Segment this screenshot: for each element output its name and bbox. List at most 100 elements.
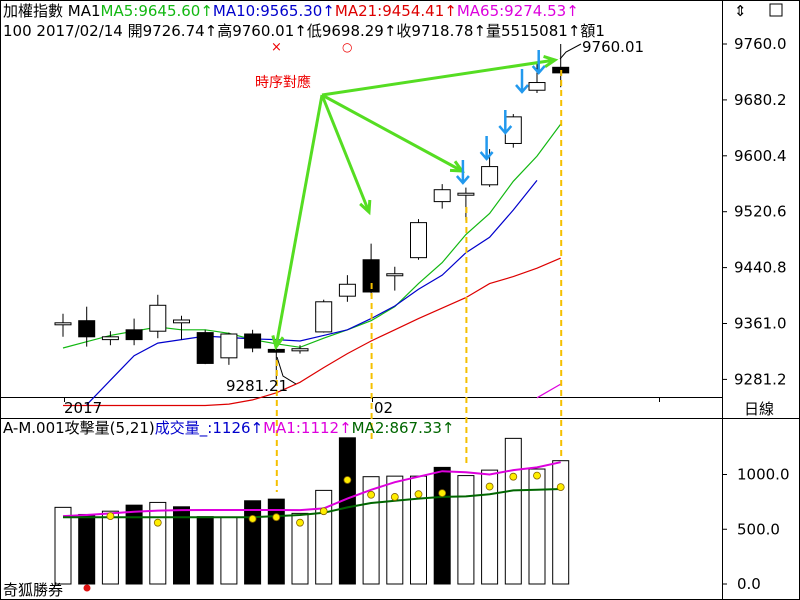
price-tick-label: 9680.2 xyxy=(734,91,787,109)
price-tick-label: 9361.0 xyxy=(734,315,787,333)
volume-dot xyxy=(153,518,162,527)
arrow-head xyxy=(543,55,559,69)
blue-arrow-head xyxy=(455,175,470,185)
volume-bar xyxy=(196,516,214,585)
price-tick-label: 9520.6 xyxy=(734,203,787,221)
candle xyxy=(528,63,546,94)
volume-bar xyxy=(291,512,309,585)
candle-body xyxy=(78,320,96,338)
cross-marker: × xyxy=(271,40,282,55)
candle-body xyxy=(386,273,404,277)
candle xyxy=(220,332,238,365)
candle xyxy=(315,299,333,333)
volume-dot xyxy=(509,472,518,481)
volume-dot xyxy=(248,514,257,523)
high-price-leader xyxy=(559,43,582,60)
header-segment: MA1:1112↑ xyxy=(263,419,352,437)
annotation-label: 時序對應 xyxy=(255,74,311,91)
volume-bar xyxy=(433,466,451,585)
header-segment: A-M.001攻擊量(5,21) xyxy=(3,419,155,437)
volume-dot xyxy=(272,513,281,522)
price-panel-header: 加權指數 MA1MA5:9645.60↑MA10:9565.30↑MA21:94… xyxy=(3,2,579,20)
candle-body xyxy=(291,348,309,352)
candle xyxy=(149,294,167,339)
volume-bar xyxy=(244,500,262,585)
header-segment: MA21:9454.41↑ xyxy=(335,2,457,20)
blue-arrow xyxy=(531,50,546,75)
candle-body xyxy=(173,319,190,324)
volume-bar xyxy=(220,516,238,585)
candle xyxy=(173,315,190,340)
candle-body xyxy=(267,348,285,353)
price-tick-label: 9281.2 xyxy=(734,370,787,388)
candle-body xyxy=(315,301,333,333)
time-alignment-guides xyxy=(275,70,563,492)
volume-bar xyxy=(149,501,167,585)
candle-body xyxy=(362,259,380,293)
annotation-arrows xyxy=(271,50,559,351)
candle xyxy=(54,313,72,337)
blue-arrow xyxy=(515,69,529,94)
price-tick-label: 9600.4 xyxy=(734,147,787,165)
blue-arrow xyxy=(498,110,513,135)
header-segment: MA2:867.33↑ xyxy=(352,419,455,437)
volume-bar xyxy=(267,498,285,585)
candle-body xyxy=(244,333,262,349)
x-axis-ticks xyxy=(64,398,660,402)
price-tick-label: 9760.0 xyxy=(734,35,787,53)
arrow-shaft xyxy=(321,93,463,173)
candle-body xyxy=(410,222,427,259)
green-arrow xyxy=(321,55,559,97)
volume-bar xyxy=(315,489,333,585)
volume-bar xyxy=(54,506,72,585)
ma-line-ma10 xyxy=(86,180,538,406)
candle-body xyxy=(528,82,546,91)
volume-bar xyxy=(101,510,119,585)
green-arrow xyxy=(321,93,466,173)
candle xyxy=(101,331,119,346)
candle xyxy=(433,184,451,209)
volume-dot xyxy=(367,490,376,499)
volume-tick-label: 500.0 xyxy=(737,520,780,538)
volume-bar xyxy=(481,469,499,585)
x-label-month: 02 xyxy=(374,399,393,417)
header-segment: 成交量_:1126↑ xyxy=(155,419,263,438)
volume-dot xyxy=(106,512,115,521)
candle xyxy=(410,219,427,260)
candle-body xyxy=(101,336,119,341)
price-moving-averages xyxy=(62,123,562,407)
candle-body xyxy=(457,192,475,196)
timeframe-label[interactable]: 日線 xyxy=(744,400,774,418)
panel-close-icon[interactable] xyxy=(769,3,783,17)
blue-arrow xyxy=(455,160,470,185)
x-label-year: 2017 xyxy=(64,399,102,417)
candle xyxy=(338,275,356,302)
candle-body xyxy=(149,304,167,332)
volume-ma-ma2 xyxy=(63,488,561,519)
volume-dot xyxy=(390,493,399,501)
ma-line-ma5 xyxy=(62,123,562,349)
candle-body xyxy=(481,166,499,186)
blue-arrow xyxy=(479,136,494,161)
price-tick-label: 9440.8 xyxy=(734,259,787,277)
blue-arrow-head xyxy=(479,151,494,161)
blue-arrow-head xyxy=(515,84,529,94)
volume-tick-label: 0.0 xyxy=(737,575,761,593)
ma-line-ma21 xyxy=(63,257,561,407)
ma-line-ma65 xyxy=(536,383,562,399)
candle-body xyxy=(125,329,143,341)
green-arrow xyxy=(271,94,324,351)
volume-tick-label: 1000.0 xyxy=(737,466,790,484)
panel-settings-icon[interactable]: ⇕ xyxy=(734,2,747,20)
volume-dot xyxy=(533,471,541,480)
header-segment: MA10:9565.30↑ xyxy=(213,2,335,20)
status-dot xyxy=(83,584,91,592)
price-axis: 9281.2 9361.0 9440.8 9520.6 9600.4 9680.2 9760… xyxy=(722,35,787,388)
circle-marker: ○ xyxy=(342,40,352,54)
volume-ma-ma1 xyxy=(62,461,561,518)
volume-axis: 0.0 500.0 1000.0 xyxy=(722,466,790,593)
candle-body xyxy=(433,189,451,203)
arrow-head xyxy=(271,335,285,351)
ohlc-info-line: 100 2017/02/14 開9726.74↑高9760.01↑低9698.2… xyxy=(3,22,605,40)
